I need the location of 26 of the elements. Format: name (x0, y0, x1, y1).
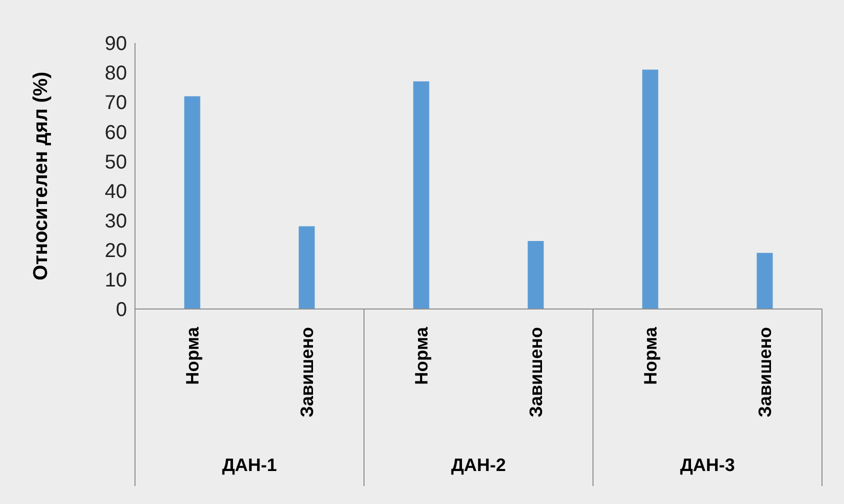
x-tick-label: Норма (411, 326, 432, 385)
y-tick-label: 10 (104, 270, 127, 292)
bar (298, 226, 315, 309)
text: ДАН-2 (451, 455, 506, 475)
text: ДАН-1 (222, 455, 277, 475)
bar (184, 96, 200, 309)
text: ДАН-3 (680, 455, 735, 475)
x-tick-label: Завишено (296, 327, 317, 418)
y-tick-label: 80 (104, 62, 127, 85)
bar (413, 81, 430, 309)
y-tick-label: 0 (116, 299, 127, 322)
y-tick-label: 40 (104, 180, 127, 203)
bar (642, 70, 658, 309)
x-tick-label: Завишено (526, 327, 546, 418)
y-tick-label: 90 (104, 33, 127, 56)
y-tick-label: 50 (104, 151, 127, 174)
bar (756, 252, 773, 309)
x-tick-label: Завишено (754, 327, 775, 418)
x-tick-label: Норма (640, 326, 660, 385)
y-tick-label: 30 (104, 210, 127, 232)
y-axis-title: Относителен дял (%) (30, 72, 52, 280)
y-tick-label: 20 (104, 240, 127, 262)
x-tick-label: Норма (182, 326, 202, 385)
bar (528, 241, 544, 309)
y-tick-label: 70 (104, 92, 127, 114)
y-tick-label: 60 (104, 122, 127, 144)
